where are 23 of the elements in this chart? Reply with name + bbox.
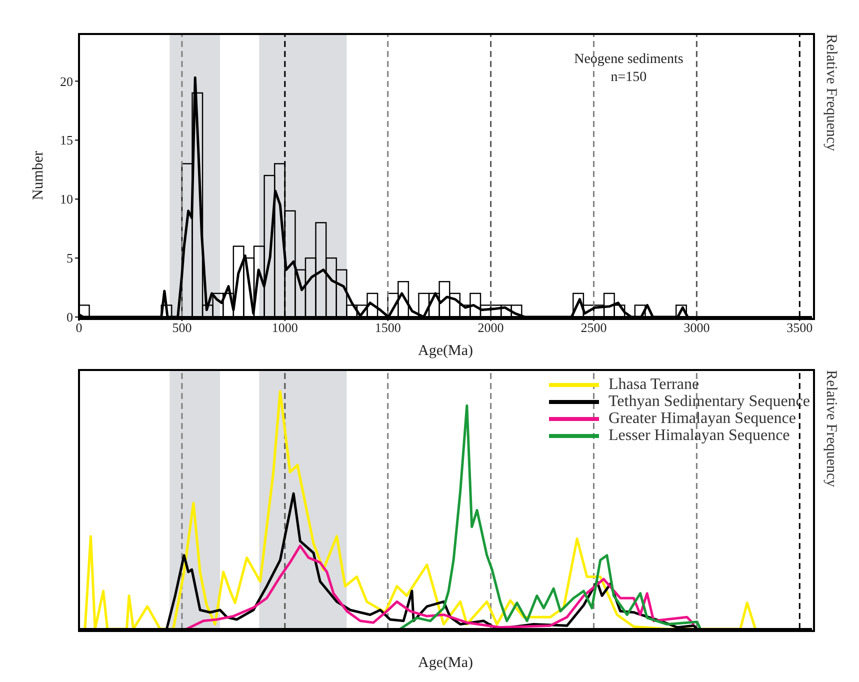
x-tick-label: 500 xyxy=(172,320,192,336)
legend-label: Tethyan Sedimentary Sequence xyxy=(608,393,810,410)
annotation: Neogene sediments xyxy=(573,52,684,68)
y-tick-label: 15 xyxy=(60,132,73,148)
x-tick-label: 1500 xyxy=(374,320,401,336)
y-tick-label: 0 xyxy=(66,310,73,325)
annotation: n=150 xyxy=(610,70,648,86)
x-tick-label: 3500 xyxy=(786,320,813,336)
y-tick-label: 10 xyxy=(60,192,73,207)
x-tick-label: 3000 xyxy=(684,320,710,336)
x-tick-label: 1000 xyxy=(272,320,298,336)
y-tick-label: 20 xyxy=(60,74,73,89)
x-tick-label: 2500 xyxy=(580,320,607,336)
legend-label: Greater Himalayan Sequence xyxy=(608,410,796,427)
x-axis-title: Age(Ma) xyxy=(418,343,473,359)
x-axis-title: Age(Ma) xyxy=(418,655,473,671)
y2-axis-title: Relative Frequency xyxy=(822,370,839,490)
y-tick-label: 5 xyxy=(66,250,73,266)
y2-axis-title: Relative Frequency xyxy=(822,34,839,154)
legend-label: Lhasa Terrane xyxy=(608,376,700,393)
x-tick-label: 2000 xyxy=(478,320,504,336)
y-axis-title: Number xyxy=(30,150,46,200)
legend-label: Lesser Himalayan Sequence xyxy=(608,427,790,444)
